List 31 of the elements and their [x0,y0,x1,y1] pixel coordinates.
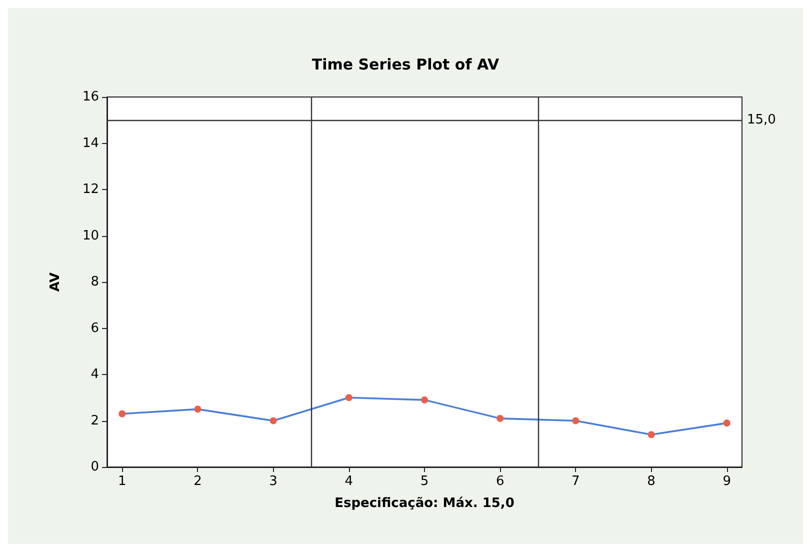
y-tick-label: 2 [90,413,99,428]
x-tick-label: 1 [118,474,126,489]
point [496,414,504,422]
x-tick-label: 7 [572,474,580,489]
point [572,417,580,424]
x-tick-label: 2 [194,474,202,489]
x-tick-label: 3 [269,474,278,489]
x-tick-label: 9 [722,474,732,489]
point [648,431,655,438]
x-tick-label: 4 [344,474,354,489]
y-tick-label: 16 [82,90,99,104]
y-tick-label: 6 [90,320,99,336]
y-axis-title: AV [48,272,63,292]
point [421,396,428,404]
x-tick-label: 8 [647,474,656,489]
chart-title: Time Series Plot of AV [312,56,500,74]
point [345,394,352,402]
y-tick-label: 4 [90,367,99,382]
point [723,420,730,427]
ref-line-label: 15,0 [747,112,776,128]
y-tick-label: 14 [82,136,99,151]
point [270,417,277,424]
y-tick-label: 8 [90,274,99,290]
point [118,410,126,418]
y-tick-label: 0 [90,460,99,474]
x-tick-label: 6 [496,474,504,489]
y-tick-label: 12 [82,182,99,197]
point [194,406,202,413]
x-axis-title: Especificação: Máx. 15,0 [334,496,514,511]
y-tick-label: 10 [82,228,99,244]
x-tick-label: 5 [420,474,429,489]
